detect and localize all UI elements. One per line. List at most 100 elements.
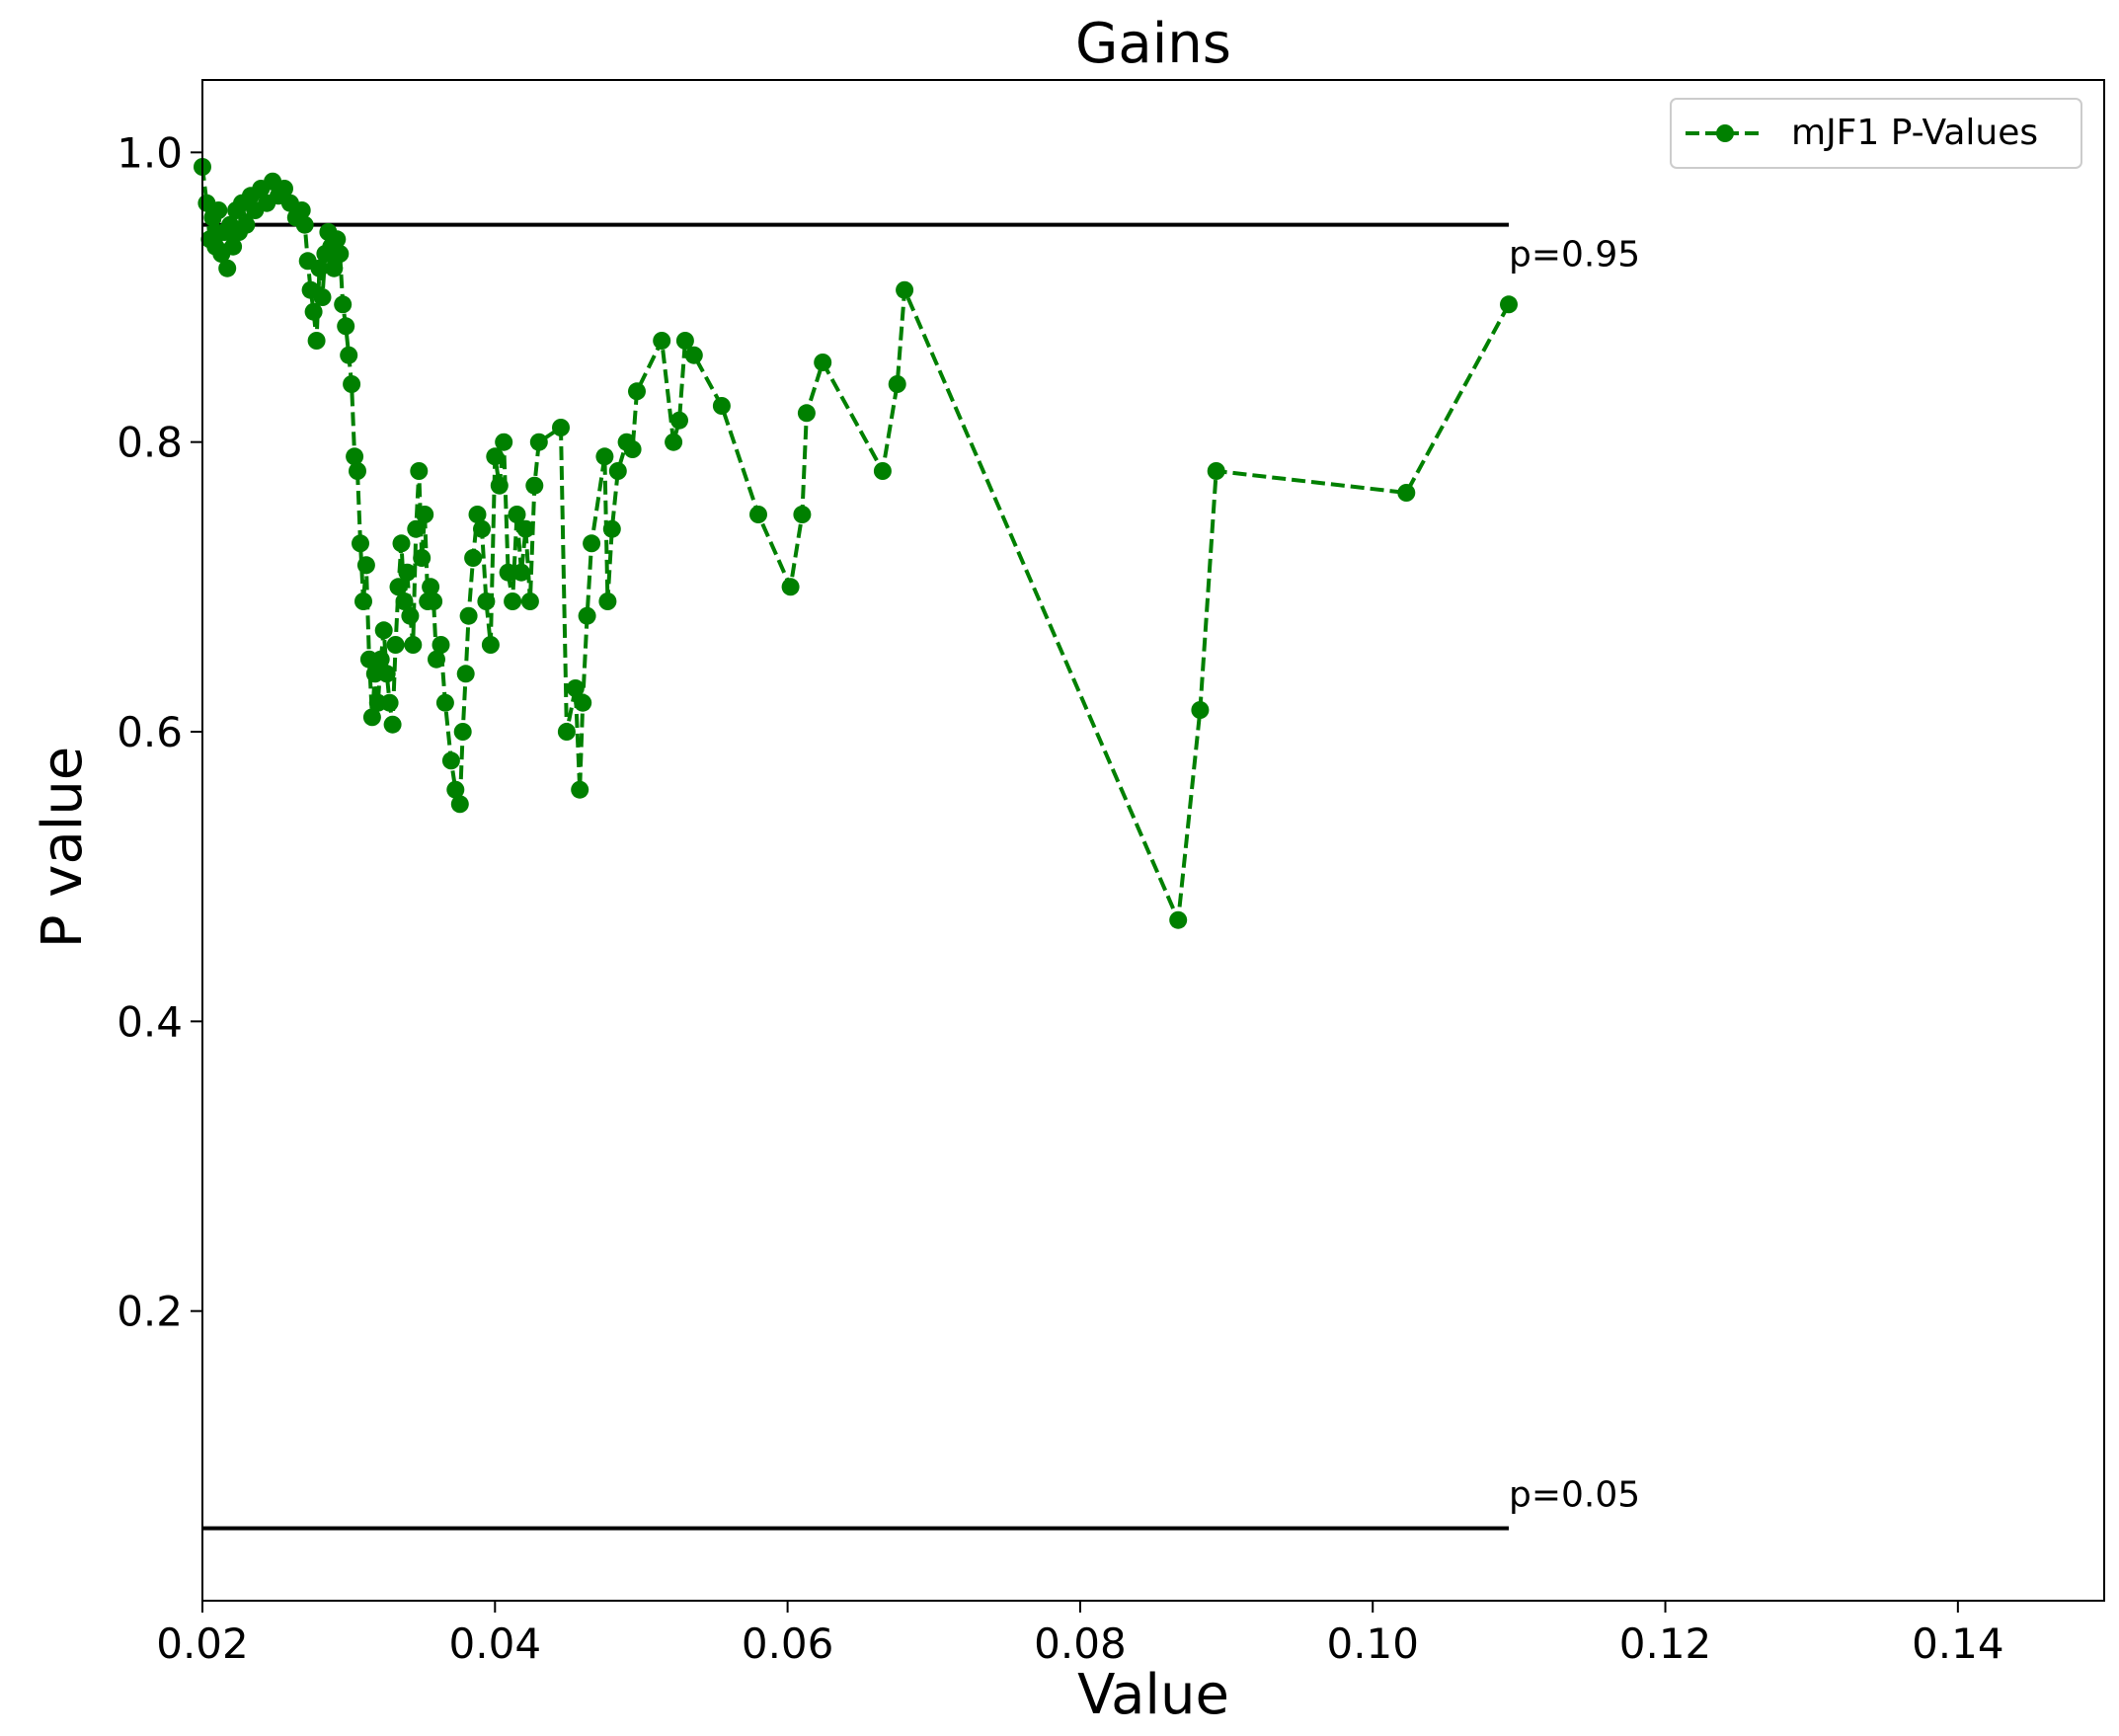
data-point <box>896 280 914 299</box>
x-tick-label: 0.10 <box>1326 1619 1419 1668</box>
data-point <box>441 751 460 770</box>
data-point <box>468 506 487 523</box>
data-point <box>362 708 381 727</box>
data-point <box>307 332 326 350</box>
data-point <box>349 462 366 480</box>
plot-frame <box>201 79 2105 1602</box>
data-point <box>389 578 408 596</box>
data-point <box>486 447 505 466</box>
data-point <box>313 288 332 306</box>
data-point <box>512 563 530 582</box>
data-point <box>416 506 434 523</box>
data-point <box>665 433 683 451</box>
data-point <box>456 665 475 683</box>
data-point <box>432 636 450 654</box>
data-point <box>224 237 243 256</box>
x-tick-label: 0.14 <box>1912 1619 2004 1668</box>
data-point <box>490 476 509 495</box>
data-point <box>304 302 323 321</box>
data-point <box>525 476 544 495</box>
data-point <box>814 354 832 371</box>
data-point <box>520 592 539 610</box>
data-point <box>428 650 445 669</box>
data-point <box>481 636 500 654</box>
data-point <box>337 317 355 336</box>
data-point <box>793 506 812 523</box>
data-point <box>623 440 642 458</box>
data-point <box>473 519 491 538</box>
data-point <box>218 259 237 277</box>
data-point <box>331 245 350 263</box>
data-point <box>340 346 358 364</box>
data-point <box>873 462 892 480</box>
data-point <box>598 592 617 610</box>
data-point <box>557 723 576 741</box>
data-point <box>578 606 596 625</box>
data-point <box>712 397 731 415</box>
x-tick-label: 0.08 <box>1034 1619 1127 1668</box>
data-point <box>1191 701 1210 719</box>
x-axis-label: Value <box>1077 1663 1229 1727</box>
data-point <box>354 592 372 610</box>
data-point <box>413 549 432 567</box>
data-point <box>371 650 390 669</box>
data-point <box>684 346 703 364</box>
data-point <box>675 332 694 350</box>
data-point <box>888 375 906 393</box>
data-point <box>529 433 548 451</box>
data-point <box>237 215 256 234</box>
legend-marker-sample <box>1716 124 1734 142</box>
y-tick-label: 0.4 <box>117 997 183 1046</box>
y-tick-label: 0.2 <box>117 1288 183 1336</box>
data-point <box>602 519 621 538</box>
data-point <box>574 693 592 712</box>
y-axis: 0.2 0.4 0.6 0.8 1.0 <box>117 128 202 1336</box>
data-point <box>346 447 364 466</box>
data-point <box>328 230 347 249</box>
data-point <box>377 665 396 683</box>
data-point <box>459 606 478 625</box>
data-point <box>495 433 513 451</box>
data-point <box>450 795 469 814</box>
y-tick-label: 0.8 <box>117 419 183 467</box>
data-point <box>516 519 535 538</box>
data-point <box>292 201 311 219</box>
legend-box <box>1670 98 2082 169</box>
data-point <box>571 780 589 799</box>
data-point <box>628 382 646 401</box>
data-point <box>1397 484 1416 502</box>
data-point <box>356 556 375 575</box>
data-point <box>797 404 816 423</box>
data-point <box>653 332 671 350</box>
data-point <box>352 534 369 553</box>
data-point <box>343 375 361 393</box>
chart-title: Gains <box>1075 12 1231 76</box>
reference-line-label: p=0.95 <box>1509 235 1640 276</box>
x-tick-label: 0.06 <box>742 1619 834 1668</box>
data-point <box>453 723 472 741</box>
y-axis-label: P value <box>31 747 95 949</box>
data-point <box>1500 295 1518 314</box>
data-point <box>325 259 344 277</box>
data-point <box>425 592 443 610</box>
x-axis: 0.02 0.04 0.06 0.08 0.10 0.12 0.14 <box>156 1601 2004 1668</box>
data-point <box>209 201 228 219</box>
x-tick-label: 0.04 <box>449 1619 542 1668</box>
data-point <box>392 534 411 553</box>
data-point <box>404 636 423 654</box>
x-tick-label: 0.12 <box>1619 1619 1712 1668</box>
reference-lines: p=0.95 p=0.05 <box>202 222 1640 1531</box>
data-point <box>566 679 585 697</box>
data-point <box>275 180 293 197</box>
plot-area: p=0.95 p=0.05 <box>194 79 2105 1602</box>
data-point <box>386 636 405 654</box>
data-point <box>374 621 393 640</box>
data-point <box>383 715 402 734</box>
data-point <box>398 563 417 582</box>
data-point <box>435 693 454 712</box>
data-point <box>410 462 429 480</box>
data-point <box>1169 910 1188 929</box>
series-layer <box>194 158 1518 929</box>
data-point <box>1207 462 1225 480</box>
